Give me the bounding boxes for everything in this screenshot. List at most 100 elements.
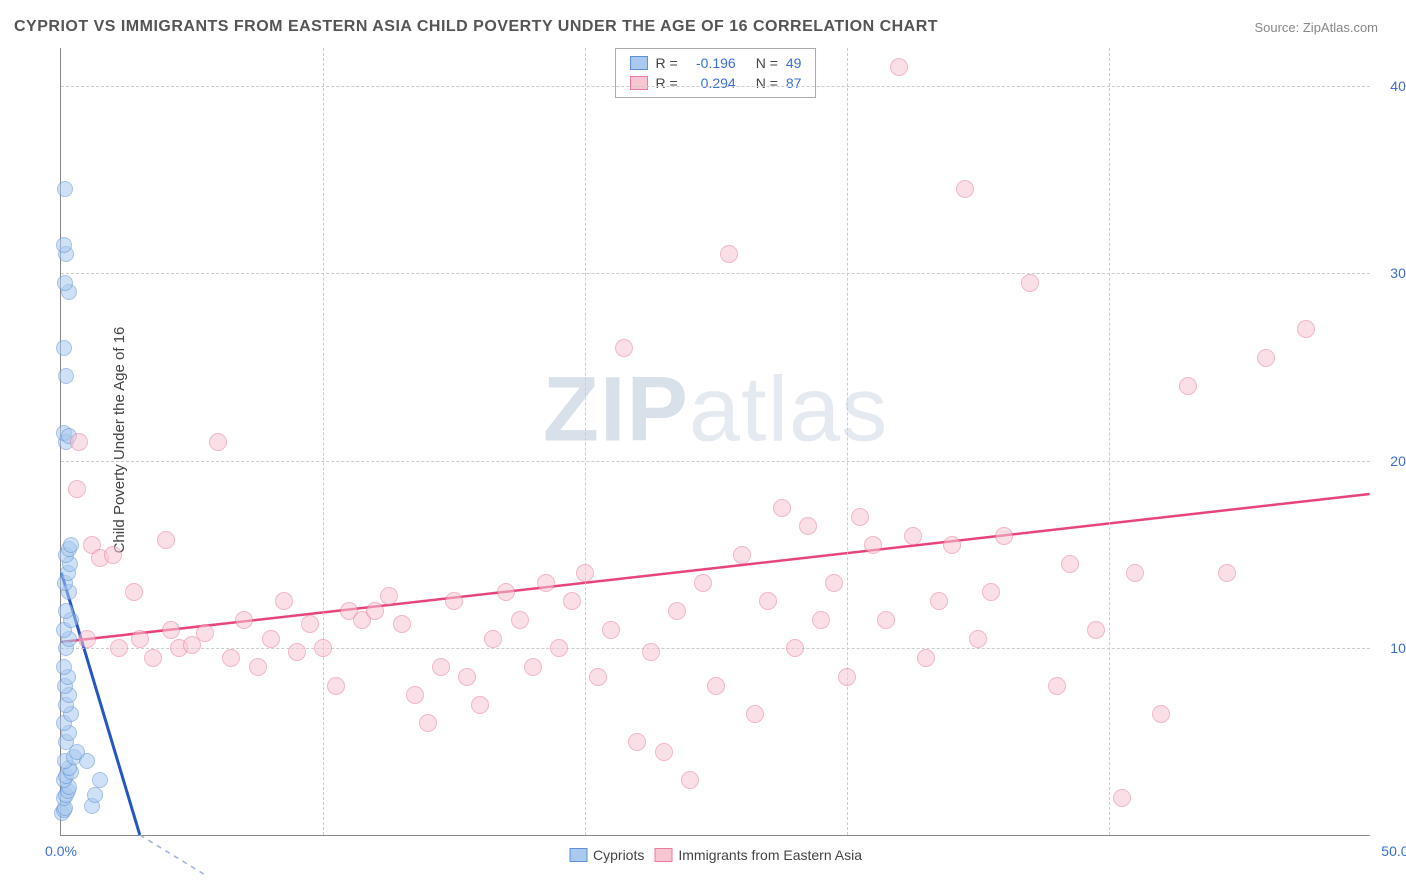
gridline-h bbox=[61, 86, 1370, 87]
scatter-point bbox=[1218, 564, 1236, 582]
gridline-h bbox=[61, 461, 1370, 462]
scatter-point bbox=[1048, 677, 1066, 695]
swatch-immigrants bbox=[654, 848, 672, 862]
legend-row-cypriots: R = -0.196 N = 49 bbox=[630, 53, 802, 73]
scatter-point bbox=[1152, 705, 1170, 723]
scatter-point bbox=[58, 368, 74, 384]
scatter-point bbox=[87, 787, 103, 803]
scatter-point bbox=[511, 611, 529, 629]
gridline-v bbox=[585, 48, 586, 835]
n-label: N = bbox=[756, 55, 778, 71]
trend-lines-layer bbox=[61, 48, 1370, 835]
watermark-zip: ZIP bbox=[543, 359, 689, 461]
scatter-point bbox=[655, 743, 673, 761]
gridline-h bbox=[61, 273, 1370, 274]
scatter-point bbox=[57, 181, 73, 197]
scatter-point bbox=[615, 339, 633, 357]
scatter-point bbox=[602, 621, 620, 639]
r-value-cypriots: -0.196 bbox=[686, 55, 736, 71]
r-label: R = bbox=[656, 55, 678, 71]
series-legend: Cypriots Immigrants from Eastern Asia bbox=[569, 847, 862, 863]
trend-line bbox=[61, 494, 1369, 642]
swatch-cypriots bbox=[569, 848, 587, 862]
n-label: N = bbox=[756, 75, 778, 91]
scatter-point bbox=[1179, 377, 1197, 395]
scatter-point bbox=[275, 592, 293, 610]
scatter-point bbox=[1021, 274, 1039, 292]
swatch-immigrants bbox=[630, 76, 648, 90]
series-name-cypriots: Cypriots bbox=[593, 847, 644, 863]
scatter-point bbox=[1113, 789, 1131, 807]
scatter-point bbox=[524, 658, 542, 676]
scatter-point bbox=[249, 658, 267, 676]
scatter-point bbox=[668, 602, 686, 620]
scatter-point bbox=[56, 340, 72, 356]
scatter-point bbox=[982, 583, 1000, 601]
scatter-point bbox=[877, 611, 895, 629]
scatter-point bbox=[733, 546, 751, 564]
scatter-point bbox=[890, 58, 908, 76]
scatter-point bbox=[497, 583, 515, 601]
scatter-point bbox=[956, 180, 974, 198]
n-value-immigrants: 87 bbox=[786, 75, 802, 91]
scatter-point bbox=[550, 639, 568, 657]
y-tick-label: 10.0% bbox=[1390, 640, 1406, 656]
scatter-point bbox=[327, 677, 345, 695]
scatter-point bbox=[196, 624, 214, 642]
scatter-point bbox=[56, 237, 72, 253]
scatter-point bbox=[157, 531, 175, 549]
scatter-point bbox=[1061, 555, 1079, 573]
scatter-point bbox=[864, 536, 882, 554]
scatter-point bbox=[432, 658, 450, 676]
plot-area: ZIPatlas R = -0.196 N = 49 R = 0.294 N =… bbox=[60, 48, 1370, 836]
scatter-point bbox=[930, 592, 948, 610]
swatch-cypriots bbox=[630, 56, 648, 70]
x-tick-label: 50.0% bbox=[1381, 843, 1406, 859]
scatter-point bbox=[681, 771, 699, 789]
scatter-point bbox=[380, 587, 398, 605]
watermark: ZIPatlas bbox=[543, 358, 888, 463]
scatter-point bbox=[773, 499, 791, 517]
scatter-point bbox=[943, 536, 961, 554]
scatter-point bbox=[969, 630, 987, 648]
series-name-immigrants: Immigrants from Eastern Asia bbox=[678, 847, 862, 863]
scatter-point bbox=[262, 630, 280, 648]
scatter-point bbox=[68, 480, 86, 498]
scatter-point bbox=[628, 733, 646, 751]
scatter-point bbox=[57, 275, 73, 291]
scatter-point bbox=[406, 686, 424, 704]
legend-row-immigrants: R = 0.294 N = 87 bbox=[630, 73, 802, 93]
chart-title: CYPRIOT VS IMMIGRANTS FROM EASTERN ASIA … bbox=[14, 18, 938, 36]
scatter-point bbox=[759, 592, 777, 610]
scatter-point bbox=[589, 668, 607, 686]
scatter-point bbox=[812, 611, 830, 629]
scatter-point bbox=[1297, 320, 1315, 338]
scatter-point bbox=[458, 668, 476, 686]
scatter-point bbox=[58, 603, 74, 619]
scatter-point bbox=[1087, 621, 1105, 639]
scatter-point bbox=[746, 705, 764, 723]
scatter-point bbox=[78, 630, 96, 648]
scatter-point bbox=[222, 649, 240, 667]
source-label: Source: ZipAtlas.com bbox=[1254, 20, 1378, 35]
scatter-point bbox=[642, 643, 660, 661]
chart-container: CYPRIOT VS IMMIGRANTS FROM EASTERN ASIA … bbox=[0, 0, 1406, 892]
scatter-point bbox=[825, 574, 843, 592]
scatter-point bbox=[484, 630, 502, 648]
scatter-point bbox=[366, 602, 384, 620]
scatter-point bbox=[209, 433, 227, 451]
scatter-point bbox=[63, 537, 79, 553]
legend-item-immigrants: Immigrants from Eastern Asia bbox=[654, 847, 862, 863]
scatter-point bbox=[799, 517, 817, 535]
scatter-point bbox=[301, 615, 319, 633]
gridline-v bbox=[1109, 48, 1110, 835]
scatter-point bbox=[851, 508, 869, 526]
scatter-point bbox=[471, 696, 489, 714]
gridline-h bbox=[61, 648, 1370, 649]
scatter-point bbox=[235, 611, 253, 629]
scatter-point bbox=[1257, 349, 1275, 367]
gridline-v bbox=[323, 48, 324, 835]
scatter-point bbox=[786, 639, 804, 657]
scatter-point bbox=[144, 649, 162, 667]
y-tick-label: 40.0% bbox=[1390, 78, 1406, 94]
